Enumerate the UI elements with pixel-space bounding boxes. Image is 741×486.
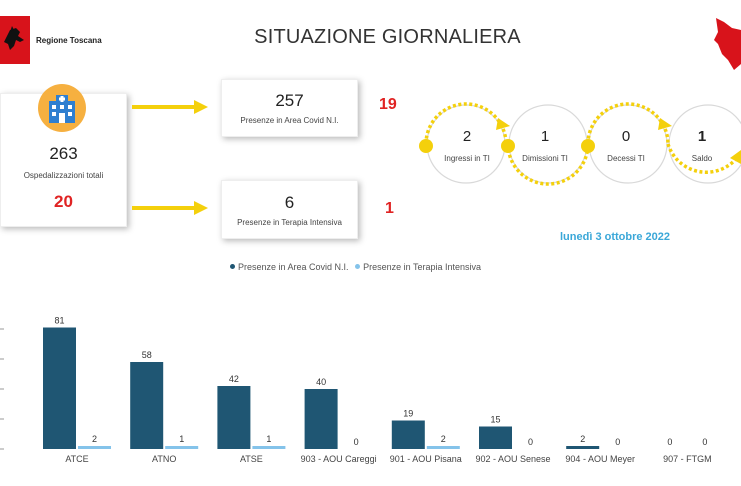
icu-flow-diagram xyxy=(419,102,741,186)
data-label-covid-901-aou-pisana: 19 xyxy=(403,409,413,419)
x-tick-label-atse: ATSE xyxy=(240,454,263,464)
data-label-covid-atse: 42 xyxy=(229,374,239,384)
data-label-icu-903-aou-careggi: 0 xyxy=(354,437,359,447)
page-title: SITUAZIONE GIORNALIERA xyxy=(254,26,521,48)
flow-label-ingressi: Ingressi in TI xyxy=(444,154,490,163)
region-name: Regione Toscana xyxy=(36,36,102,45)
data-label-covid-atce: 81 xyxy=(54,316,64,326)
data-label-icu-atce: 2 xyxy=(92,434,97,444)
flow-arc-3 xyxy=(586,102,670,145)
data-label-covid-atno: 58 xyxy=(142,350,152,360)
flow-value-decessi: 0 xyxy=(621,128,631,145)
flow-node-2 xyxy=(501,139,515,153)
x-tick-label-907-ftgm: 907 - FTGM xyxy=(663,454,712,464)
flow-value-saldo: 1 xyxy=(697,128,707,145)
hospital-icon xyxy=(37,83,87,133)
flow-label-decessi: Decessi TI xyxy=(607,154,645,163)
legend-dot-icu xyxy=(355,264,361,269)
data-label-icu-904-aou-meyer: 0 xyxy=(615,437,620,447)
data-label-covid-903-aou-careggi: 40 xyxy=(316,377,326,387)
flow-node-3 xyxy=(581,139,595,153)
flow-node-1 xyxy=(419,139,433,153)
data-label-icu-902-aou-senese: 0 xyxy=(528,437,533,447)
flow-label-dimissioni: Dimissioni TI xyxy=(522,154,568,163)
flow-arrowhead-2 xyxy=(658,118,672,130)
x-tick-label-atno: ATNO xyxy=(152,454,176,464)
x-tick-label-903-aou-careggi: 903 - AOU Careggi xyxy=(301,454,377,464)
data-label-icu-atno: 1 xyxy=(179,434,184,444)
covid-area-value: 257 xyxy=(275,91,304,110)
x-tick-label-atce: ATCE xyxy=(65,454,88,464)
bar-covid-atno[interactable] xyxy=(130,362,164,449)
x-tick-label-901-aou-pisana: 901 - AOU Pisana xyxy=(390,454,462,464)
x-tick-label-904-aou-meyer: 904 - AOU Meyer xyxy=(565,454,635,464)
covid-area-card: 257 Presenze in Area Covid N.I. xyxy=(221,79,358,137)
chart-legend[interactable]: Presenze in Area Covid N.I. Presenze in … xyxy=(230,262,481,272)
bar-covid-904-aou-meyer[interactable] xyxy=(566,446,600,449)
flow-value-dimissioni: 1 xyxy=(540,128,550,145)
covid-area-delta: 19 xyxy=(379,96,397,113)
data-label-covid-907-ftgm: 0 xyxy=(667,437,672,447)
x-tick-label-902-aou-senese: 902 - AOU Senese xyxy=(475,454,550,464)
icu-label: Presenze in Terapia Intensiva xyxy=(237,218,342,227)
bar-icu-atse[interactable] xyxy=(252,446,286,449)
hospitalized-value: 263 xyxy=(49,144,78,163)
data-label-icu-907-ftgm: 0 xyxy=(702,437,707,447)
tuscany-map-icon xyxy=(710,14,741,70)
legend-dot-covid xyxy=(230,264,235,269)
bar-icu-901-aou-pisana[interactable] xyxy=(426,446,460,449)
bar-covid-atce[interactable] xyxy=(43,327,76,450)
report-date: lunedì 3 ottobre 2022 xyxy=(560,231,671,243)
flow-arrowhead-3 xyxy=(730,150,741,164)
legend-label-icu: Presenze in Terapia Intensiva xyxy=(363,262,481,272)
flow-value-ingressi: 2 xyxy=(462,128,472,145)
bar-icu-atce[interactable] xyxy=(78,446,111,449)
flow-arc-4 xyxy=(666,143,741,174)
icu-delta: 1 xyxy=(385,200,394,217)
hospitalized-delta: 20 xyxy=(54,192,73,211)
data-label-covid-904-aou-meyer: 2 xyxy=(580,434,585,444)
bar-covid-atse[interactable] xyxy=(217,386,251,449)
data-label-icu-901-aou-pisana: 2 xyxy=(441,434,446,444)
arrow-to-covid-icon xyxy=(132,100,208,114)
bar-covid-903-aou-careggi[interactable] xyxy=(304,389,338,449)
flow-arrowhead-1 xyxy=(496,118,510,130)
flow-label-saldo: Saldo xyxy=(691,154,713,163)
icu-card: 6 Presenze in Terapia Intensiva xyxy=(221,180,358,239)
flow-arc-1 xyxy=(424,102,508,145)
bar-covid-902-aou-senese[interactable] xyxy=(479,426,512,450)
data-label-icu-atse: 1 xyxy=(266,434,271,444)
regione-toscana-logo xyxy=(0,16,30,64)
data-label-covid-902-aou-senese: 15 xyxy=(490,415,500,425)
covid-area-label: Presenze in Area Covid N.I. xyxy=(240,116,339,125)
bar-covid-901-aou-pisana[interactable] xyxy=(391,420,425,450)
bar-icu-atno[interactable] xyxy=(165,446,199,449)
flow-arc-2 xyxy=(506,143,590,186)
icu-value: 6 xyxy=(284,193,295,212)
arrow-to-icu-icon xyxy=(132,201,208,215)
legend-label-covid: Presenze in Area Covid N.I. xyxy=(238,262,349,272)
hospitalized-label: Ospedalizzazioni totali xyxy=(23,171,104,180)
